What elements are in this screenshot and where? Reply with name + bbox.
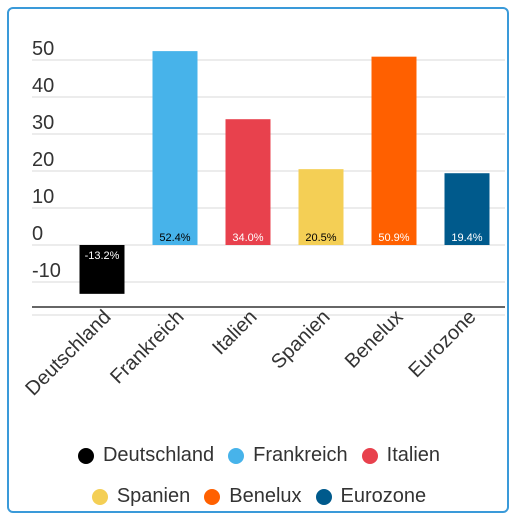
bar-chart: 50 40 30 20 10 0 -10 -13.2% Deutschland 52.4% Fran… [21, 38, 505, 400]
legend-swatch [204, 488, 221, 505]
legend-swatch [361, 447, 378, 464]
y-tick-label: 30 [32, 112, 54, 134]
x-tick-label: Italien [208, 306, 261, 359]
legend-label: Eurozone [340, 485, 427, 507]
legend-row-2: Spanien Benelux Eurozone [20, 485, 498, 508]
data-label: -13.2% [85, 250, 120, 262]
legend-item-italien[interactable]: Italien [361, 444, 441, 467]
legend-item-eurozone[interactable]: Eurozone [315, 485, 427, 508]
data-label: 50.9% [378, 232, 409, 244]
legend-swatch [91, 488, 108, 505]
legend-label: Frankreich [253, 444, 348, 466]
bar-frankreich [152, 51, 198, 246]
legend-label: Benelux [229, 485, 302, 507]
bar-benelux [371, 56, 417, 245]
y-tick-label: 40 [32, 75, 54, 97]
bar-eurozone [444, 173, 490, 245]
bar-spanien [298, 169, 344, 245]
legend-row-1: Deutschland Frankreich Italien [20, 444, 498, 467]
y-tick-label: 50 [32, 38, 54, 60]
bar-deutschland [79, 245, 125, 294]
y-tick-label: -10 [32, 260, 61, 282]
x-tick-label: Deutschland [21, 306, 115, 400]
x-tick-label: Benelux [341, 306, 408, 373]
legend-swatch [315, 488, 332, 505]
x-tick-label: Eurozone [404, 306, 480, 382]
legend-label: Deutschland [102, 444, 215, 466]
data-label: 19.4% [451, 232, 482, 244]
data-label: 52.4% [159, 232, 190, 244]
legend-label: Spanien [116, 485, 191, 507]
legend-item-spanien[interactable]: Spanien [91, 485, 191, 508]
data-label: 20.5% [305, 232, 336, 244]
legend-swatch [77, 447, 94, 464]
x-tick-label: Spanien [267, 306, 334, 373]
x-tick-label: Frankreich [106, 306, 188, 388]
y-tick-label: 10 [32, 186, 54, 208]
legend-item-frankreich[interactable]: Frankreich [228, 444, 348, 467]
y-tick-label: 0 [32, 223, 43, 245]
legend-item-deutschland[interactable]: Deutschland [77, 444, 215, 467]
bar-italien [225, 119, 271, 245]
legend-label: Italien [386, 444, 441, 466]
data-label: 34.0% [232, 232, 263, 244]
y-tick-label: 20 [32, 149, 54, 171]
legend-item-benelux[interactable]: Benelux [204, 485, 302, 508]
legend-swatch [228, 447, 245, 464]
